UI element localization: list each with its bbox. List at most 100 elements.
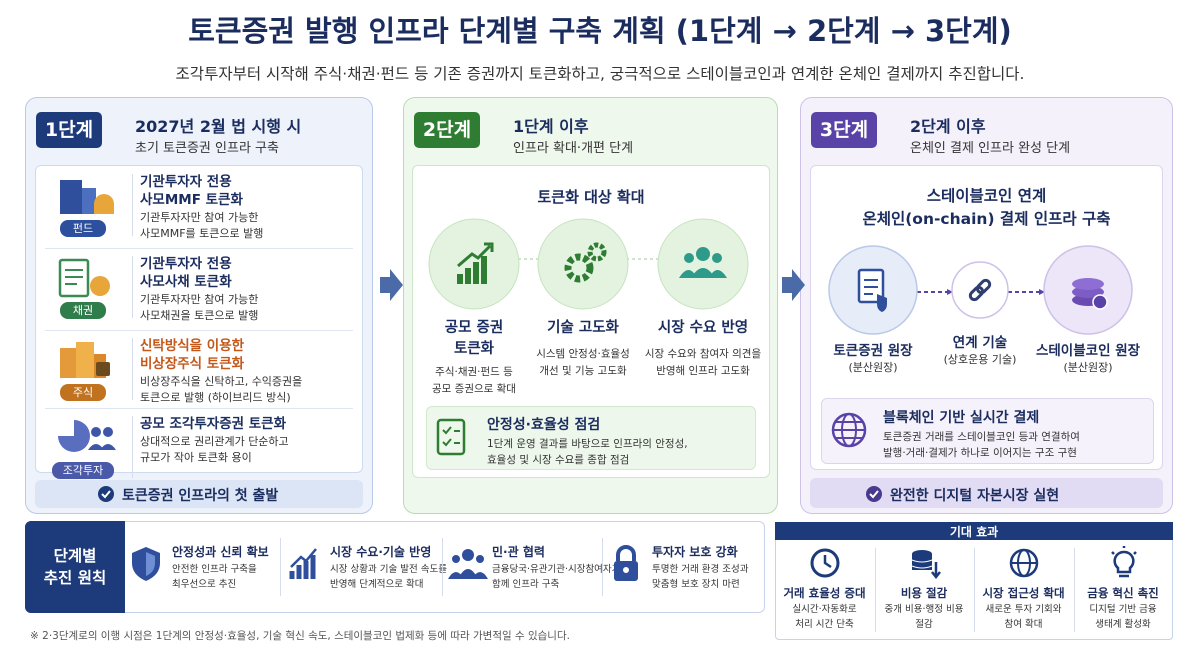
- effect-icon: [911, 550, 941, 580]
- stage-title: 2027년 2월 법 시행 시: [135, 117, 302, 136]
- item-tag: 채권: [60, 302, 106, 319]
- node-circle: [1043, 245, 1133, 335]
- effect-icon-part: [1112, 550, 1135, 574]
- item-tag: 조각투자: [52, 462, 114, 479]
- divider: [442, 538, 443, 596]
- principle-desc: 금융당국·유관기관·시장참여자가 함께 인프라 구축: [492, 562, 620, 592]
- principles-title-line: 단계별: [53, 547, 97, 565]
- effect-icon: [810, 548, 840, 578]
- principles-title: 단계별 추진 원칙: [25, 545, 125, 589]
- effect-title: 비용 절감: [900, 586, 948, 600]
- check-icon-part: [442, 426, 460, 447]
- item-icon-part: [60, 348, 76, 378]
- check-icon: [436, 418, 466, 456]
- item-desc-line: 규모가 작아 토큰화 용이: [140, 451, 252, 464]
- item-circle-part: [564, 253, 594, 283]
- effect-desc-line: 처리 시간 단축: [795, 619, 854, 630]
- item-circle-part: [587, 242, 607, 262]
- item-desc: 기관투자자만 참여 가능한 사모MMF를 토큰으로 발행: [140, 210, 263, 242]
- check-desc-line: 1단계 운영 결과를 바탕으로 인프라의 안정성,: [487, 438, 688, 450]
- stage-title: 2단계 이후: [910, 117, 986, 136]
- stage-arrow: [782, 269, 805, 301]
- stage-badge: 2단계: [414, 112, 480, 148]
- settlement-title: 블록체인 기반 실시간 결제: [883, 410, 1040, 426]
- node-circle-part: [1092, 294, 1108, 310]
- item-desc-line: 시스템 안정성·효율성: [536, 348, 630, 360]
- node-circle-part: [975, 278, 992, 295]
- effect-desc-line: 새로운 투자 기회와: [985, 604, 1062, 615]
- item-icon-part: [90, 276, 110, 296]
- item-circle-part: [457, 244, 492, 268]
- principle-title: 민·관 협력: [492, 545, 545, 559]
- check-icon-part: [98, 486, 114, 502]
- divider: [602, 538, 603, 596]
- effect-title: 거래 효율성 증대: [783, 586, 866, 600]
- item-icon-part: [96, 362, 110, 376]
- flow-link-part: [947, 289, 953, 295]
- node-circle-part: [864, 279, 878, 295]
- item-title-line: 토큰화: [453, 341, 495, 357]
- node-sub: (분산원장): [1063, 361, 1113, 374]
- divider: [45, 330, 353, 331]
- item-title-line: 공모 증권: [444, 320, 504, 336]
- item-desc-line: 기관투자자만 참여 가능한: [140, 293, 259, 306]
- principle-icon: [614, 545, 638, 581]
- item-title: 시장 수요 반영: [643, 318, 763, 339]
- item-circle-part: [457, 256, 487, 284]
- item-icon-part: [82, 188, 96, 214]
- check-icon-part: [869, 490, 879, 499]
- item-title-line: 기관투자자 전용: [140, 174, 232, 190]
- flow-link-part: [1039, 289, 1045, 295]
- effect-desc: 디지털 기반 금융 생태계 활성화: [1074, 602, 1173, 632]
- principle-desc-line: 맞춤형 보호 장치 마련: [652, 579, 740, 590]
- item-circle: [657, 218, 749, 310]
- principle-icon-part: [462, 549, 474, 561]
- item-tag: 주식: [60, 384, 106, 401]
- item-title-line: 신탁방식을 이용한: [140, 338, 245, 354]
- effect-desc: 새로운 투자 기회와 참여 확대: [974, 602, 1073, 632]
- section-title: 스테이블코인 연계 온체인(on-chain) 결제 인프라 구축: [810, 185, 1163, 231]
- settlement-box: [821, 398, 1154, 464]
- item-icon-part: [76, 342, 94, 378]
- item-circle-part: [564, 242, 607, 283]
- item-title-line: 사모사채 토큰화: [140, 274, 232, 290]
- item-icon: [60, 180, 114, 214]
- item-title-line: 비상장주식 토큰화: [140, 356, 245, 372]
- item-title-line: 공모 조각투자증권 토큰화: [140, 416, 287, 432]
- stage-title: 1단계 이후: [513, 117, 589, 136]
- principle-icon-part: [452, 555, 460, 563]
- node-circle-part: [877, 294, 887, 312]
- item-circle-part: [684, 253, 694, 263]
- principle-desc: 시장 상황과 기술 발전 속도를 반영해 단계적으로 확대: [330, 562, 447, 592]
- item-title-line: 기관투자자 전용: [140, 256, 232, 272]
- item-separator: [132, 338, 133, 400]
- item-circle-part: [696, 247, 710, 261]
- item-circle-part: [457, 242, 494, 284]
- item-desc-line: 주식·채권·펀드 등: [435, 366, 513, 378]
- principle-icon: [289, 548, 317, 579]
- stage-footer: 완전한 디지털 자본시장 실현: [890, 488, 1060, 504]
- check-icon-part: [436, 418, 466, 456]
- item-circle-part: [484, 242, 494, 252]
- effect-desc-line: 디지털 기반 금융: [1089, 604, 1157, 615]
- item-icon: [58, 420, 116, 452]
- principle-icon-part: [448, 569, 488, 579]
- stage-footer: 토큰증권 인프라의 첫 출발: [122, 488, 279, 504]
- effect-desc-line: 절감: [915, 619, 933, 630]
- settlement-desc: 토큰증권 거래를 스테이블코인 등과 연결하여 발행·거래·결제가 하나로 이어지…: [883, 429, 1080, 461]
- node-label: 스테이블코인 원장: [1035, 343, 1141, 359]
- flow-link: [917, 289, 1045, 295]
- principle-desc: 안전한 인프라 구축을 최우선으로 추진: [172, 562, 257, 592]
- section-title-line: 온체인(on-chain) 결제 인프라 구축: [862, 210, 1111, 228]
- settlement-desc-line: 발행·거래·결제가 하나로 이어지는 구조 구현: [883, 447, 1077, 459]
- item-desc: 시스템 안정성·효율성 개선 및 기능 고도화: [521, 346, 645, 380]
- node-circle-part: [857, 268, 887, 312]
- stage-arrow-part: [782, 269, 805, 301]
- stage1-inner: [35, 165, 363, 473]
- item-title: 기관투자자 전용 사모MMF 토큰화: [140, 173, 243, 209]
- effect-desc-line: 실시간·자동화로: [792, 604, 857, 615]
- item-title: 공모 조각투자증권 토큰화: [140, 415, 286, 433]
- item-tag: 펀드: [60, 220, 106, 237]
